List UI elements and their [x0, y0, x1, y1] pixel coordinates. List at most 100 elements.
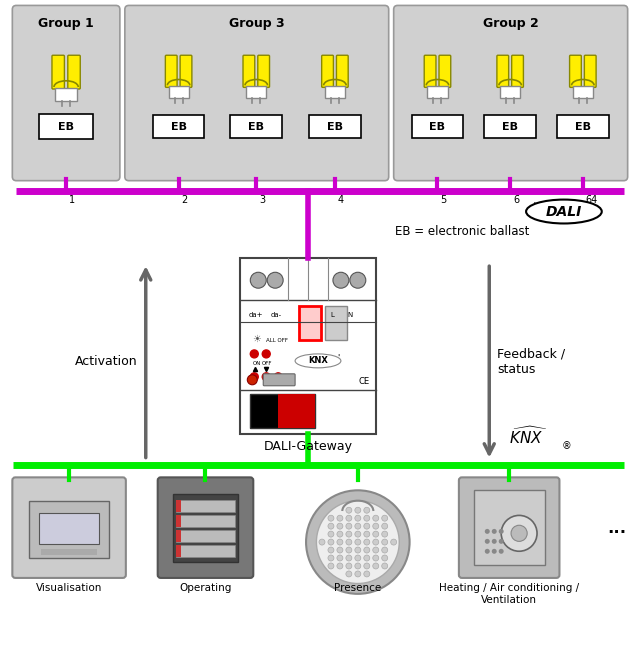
Circle shape [346, 507, 352, 513]
FancyBboxPatch shape [278, 394, 315, 428]
Circle shape [382, 523, 388, 529]
FancyBboxPatch shape [240, 258, 376, 434]
Text: CE: CE [358, 377, 369, 386]
Circle shape [382, 515, 388, 521]
FancyBboxPatch shape [263, 374, 295, 386]
Text: Operating: Operating [179, 583, 232, 593]
Text: KNX: KNX [308, 356, 328, 366]
FancyBboxPatch shape [173, 494, 238, 561]
Text: 2: 2 [182, 194, 188, 204]
FancyBboxPatch shape [176, 530, 181, 541]
Text: Presence: Presence [334, 583, 382, 593]
Circle shape [382, 539, 388, 545]
Text: 4: 4 [338, 194, 344, 204]
FancyBboxPatch shape [459, 478, 559, 578]
Text: Group 3: Group 3 [229, 17, 285, 31]
FancyBboxPatch shape [166, 55, 177, 87]
Text: Heating / Air conditioning /
Ventilation: Heating / Air conditioning / Ventilation [439, 583, 579, 605]
FancyBboxPatch shape [68, 55, 80, 89]
Circle shape [382, 555, 388, 561]
FancyBboxPatch shape [176, 500, 235, 512]
FancyBboxPatch shape [427, 87, 448, 99]
FancyBboxPatch shape [176, 515, 181, 527]
Circle shape [355, 507, 361, 513]
FancyBboxPatch shape [39, 114, 94, 139]
Circle shape [346, 547, 352, 553]
FancyBboxPatch shape [573, 87, 593, 99]
FancyBboxPatch shape [55, 88, 77, 101]
Circle shape [355, 515, 361, 521]
Circle shape [262, 373, 270, 381]
Text: EB: EB [429, 121, 445, 131]
Circle shape [492, 529, 497, 534]
Circle shape [501, 515, 537, 551]
Circle shape [485, 549, 490, 554]
Text: EB: EB [171, 121, 187, 131]
Ellipse shape [526, 200, 602, 224]
FancyBboxPatch shape [52, 55, 64, 89]
Circle shape [317, 501, 399, 583]
Circle shape [492, 549, 497, 554]
Text: Activation: Activation [75, 356, 138, 368]
FancyBboxPatch shape [325, 306, 347, 340]
FancyBboxPatch shape [125, 5, 389, 180]
Circle shape [337, 523, 343, 529]
Circle shape [364, 563, 369, 569]
FancyBboxPatch shape [176, 545, 181, 557]
Text: da-: da- [270, 312, 282, 318]
Text: 64: 64 [586, 194, 598, 204]
FancyBboxPatch shape [322, 55, 333, 87]
Circle shape [328, 539, 334, 545]
Circle shape [346, 531, 352, 537]
Circle shape [364, 515, 369, 521]
Circle shape [364, 523, 369, 529]
Circle shape [346, 571, 352, 577]
Circle shape [373, 515, 379, 521]
Circle shape [373, 539, 379, 545]
Text: 5: 5 [440, 194, 447, 204]
Circle shape [250, 272, 266, 288]
Circle shape [328, 555, 334, 561]
Circle shape [355, 563, 361, 569]
Circle shape [247, 375, 257, 385]
Circle shape [337, 563, 343, 569]
Text: EB: EB [327, 121, 343, 131]
FancyBboxPatch shape [325, 87, 345, 99]
Circle shape [346, 515, 352, 521]
Circle shape [364, 507, 369, 513]
Circle shape [355, 531, 361, 537]
Circle shape [328, 523, 334, 529]
FancyBboxPatch shape [180, 55, 192, 87]
FancyBboxPatch shape [394, 5, 627, 180]
Circle shape [390, 539, 397, 545]
FancyBboxPatch shape [512, 55, 524, 87]
Circle shape [268, 272, 283, 288]
Circle shape [492, 539, 497, 544]
Text: L: L [330, 312, 334, 318]
Text: Visualisation: Visualisation [36, 583, 103, 593]
Text: EB: EB [575, 121, 591, 131]
Circle shape [350, 272, 366, 288]
FancyBboxPatch shape [41, 549, 97, 555]
Text: ALL OFF: ALL OFF [266, 338, 288, 344]
Text: ': ' [337, 354, 339, 362]
FancyBboxPatch shape [497, 55, 509, 87]
Text: EB: EB [58, 121, 74, 131]
FancyBboxPatch shape [176, 545, 235, 557]
FancyBboxPatch shape [176, 515, 235, 527]
FancyBboxPatch shape [439, 55, 451, 87]
Circle shape [328, 563, 334, 569]
Circle shape [337, 515, 343, 521]
FancyBboxPatch shape [258, 55, 269, 87]
FancyBboxPatch shape [231, 115, 282, 139]
Circle shape [499, 529, 504, 534]
Circle shape [511, 525, 527, 541]
Circle shape [319, 539, 325, 545]
Circle shape [485, 539, 490, 544]
Text: DALI-Gateway: DALI-Gateway [264, 440, 352, 452]
FancyBboxPatch shape [484, 115, 536, 139]
Circle shape [382, 531, 388, 537]
Text: Feedback /
status: Feedback / status [497, 348, 566, 376]
FancyBboxPatch shape [12, 5, 120, 180]
Text: Group 1: Group 1 [38, 17, 94, 31]
